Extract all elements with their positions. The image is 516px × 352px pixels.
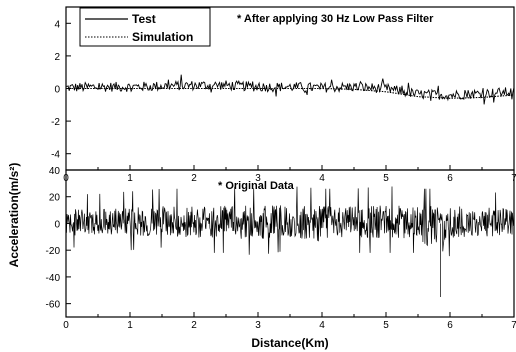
series-test [65,74,515,105]
bottom-x-tick-label: 5 [383,320,389,331]
bottom-x-tick-label: 0 [63,320,69,331]
top-y-tick-label: 0 [54,85,60,96]
top-y-ticks: 4 2 0 -2 -4 [51,19,71,161]
bottom-y-tick-label: 0 [54,219,60,230]
bottom-x-ticks: 0 1 2 3 4 5 6 7 [63,312,516,331]
y-axis-title: Acceleration(m/s²) [7,163,21,268]
legend: Test Simulation [79,7,211,47]
bottom-x-tick-label: 4 [319,320,325,331]
top-x-tick-label: 3 [255,173,261,184]
bottom-y-tick-label: 20 [49,193,61,204]
bottom-x-tick-label: 2 [191,320,197,331]
top-x-tick-label: 2 [191,173,197,184]
series-simulation [66,87,515,99]
legend-simulation-label: Simulation [132,30,193,44]
top-x-tick-label: 5 [383,173,389,184]
top-y-tick-label: -4 [51,150,60,161]
bottom-x-tick-label: 7 [511,320,516,331]
top-series-group [65,74,515,105]
bottom-x-tick-label: 3 [255,320,261,331]
bottom-y-tick-label: -40 [46,273,61,284]
top-y-tick-label: -2 [51,117,60,128]
legend-test-label: Test [132,12,156,26]
bottom-series-group [65,186,515,297]
bottom-annotation: * Original Data [218,180,295,192]
top-y-tick-label: 2 [54,52,60,63]
x-axis-title: Distance(Km) [251,336,328,350]
top-annotation: * After applying 30 Hz Low Pass Filter [237,13,434,25]
top-x-tick-label: 4 [319,173,325,184]
top-x-tick-label: 1 [127,173,133,184]
bottom-y-ticks: 40 20 0 -20 -40 -60 [46,166,71,311]
bottom-y-tick-label: 40 [49,166,61,177]
bottom-y-tick-label: -20 [46,246,61,257]
bottom-x-tick-label: 1 [127,320,133,331]
top-y-tick-label: 4 [54,19,60,30]
series-original-data [65,186,515,297]
bottom-x-tick-label: 6 [447,320,453,331]
bottom-y-tick-label: -60 [46,300,61,311]
legend-box [79,7,211,47]
top-x-tick-label: 6 [447,173,453,184]
